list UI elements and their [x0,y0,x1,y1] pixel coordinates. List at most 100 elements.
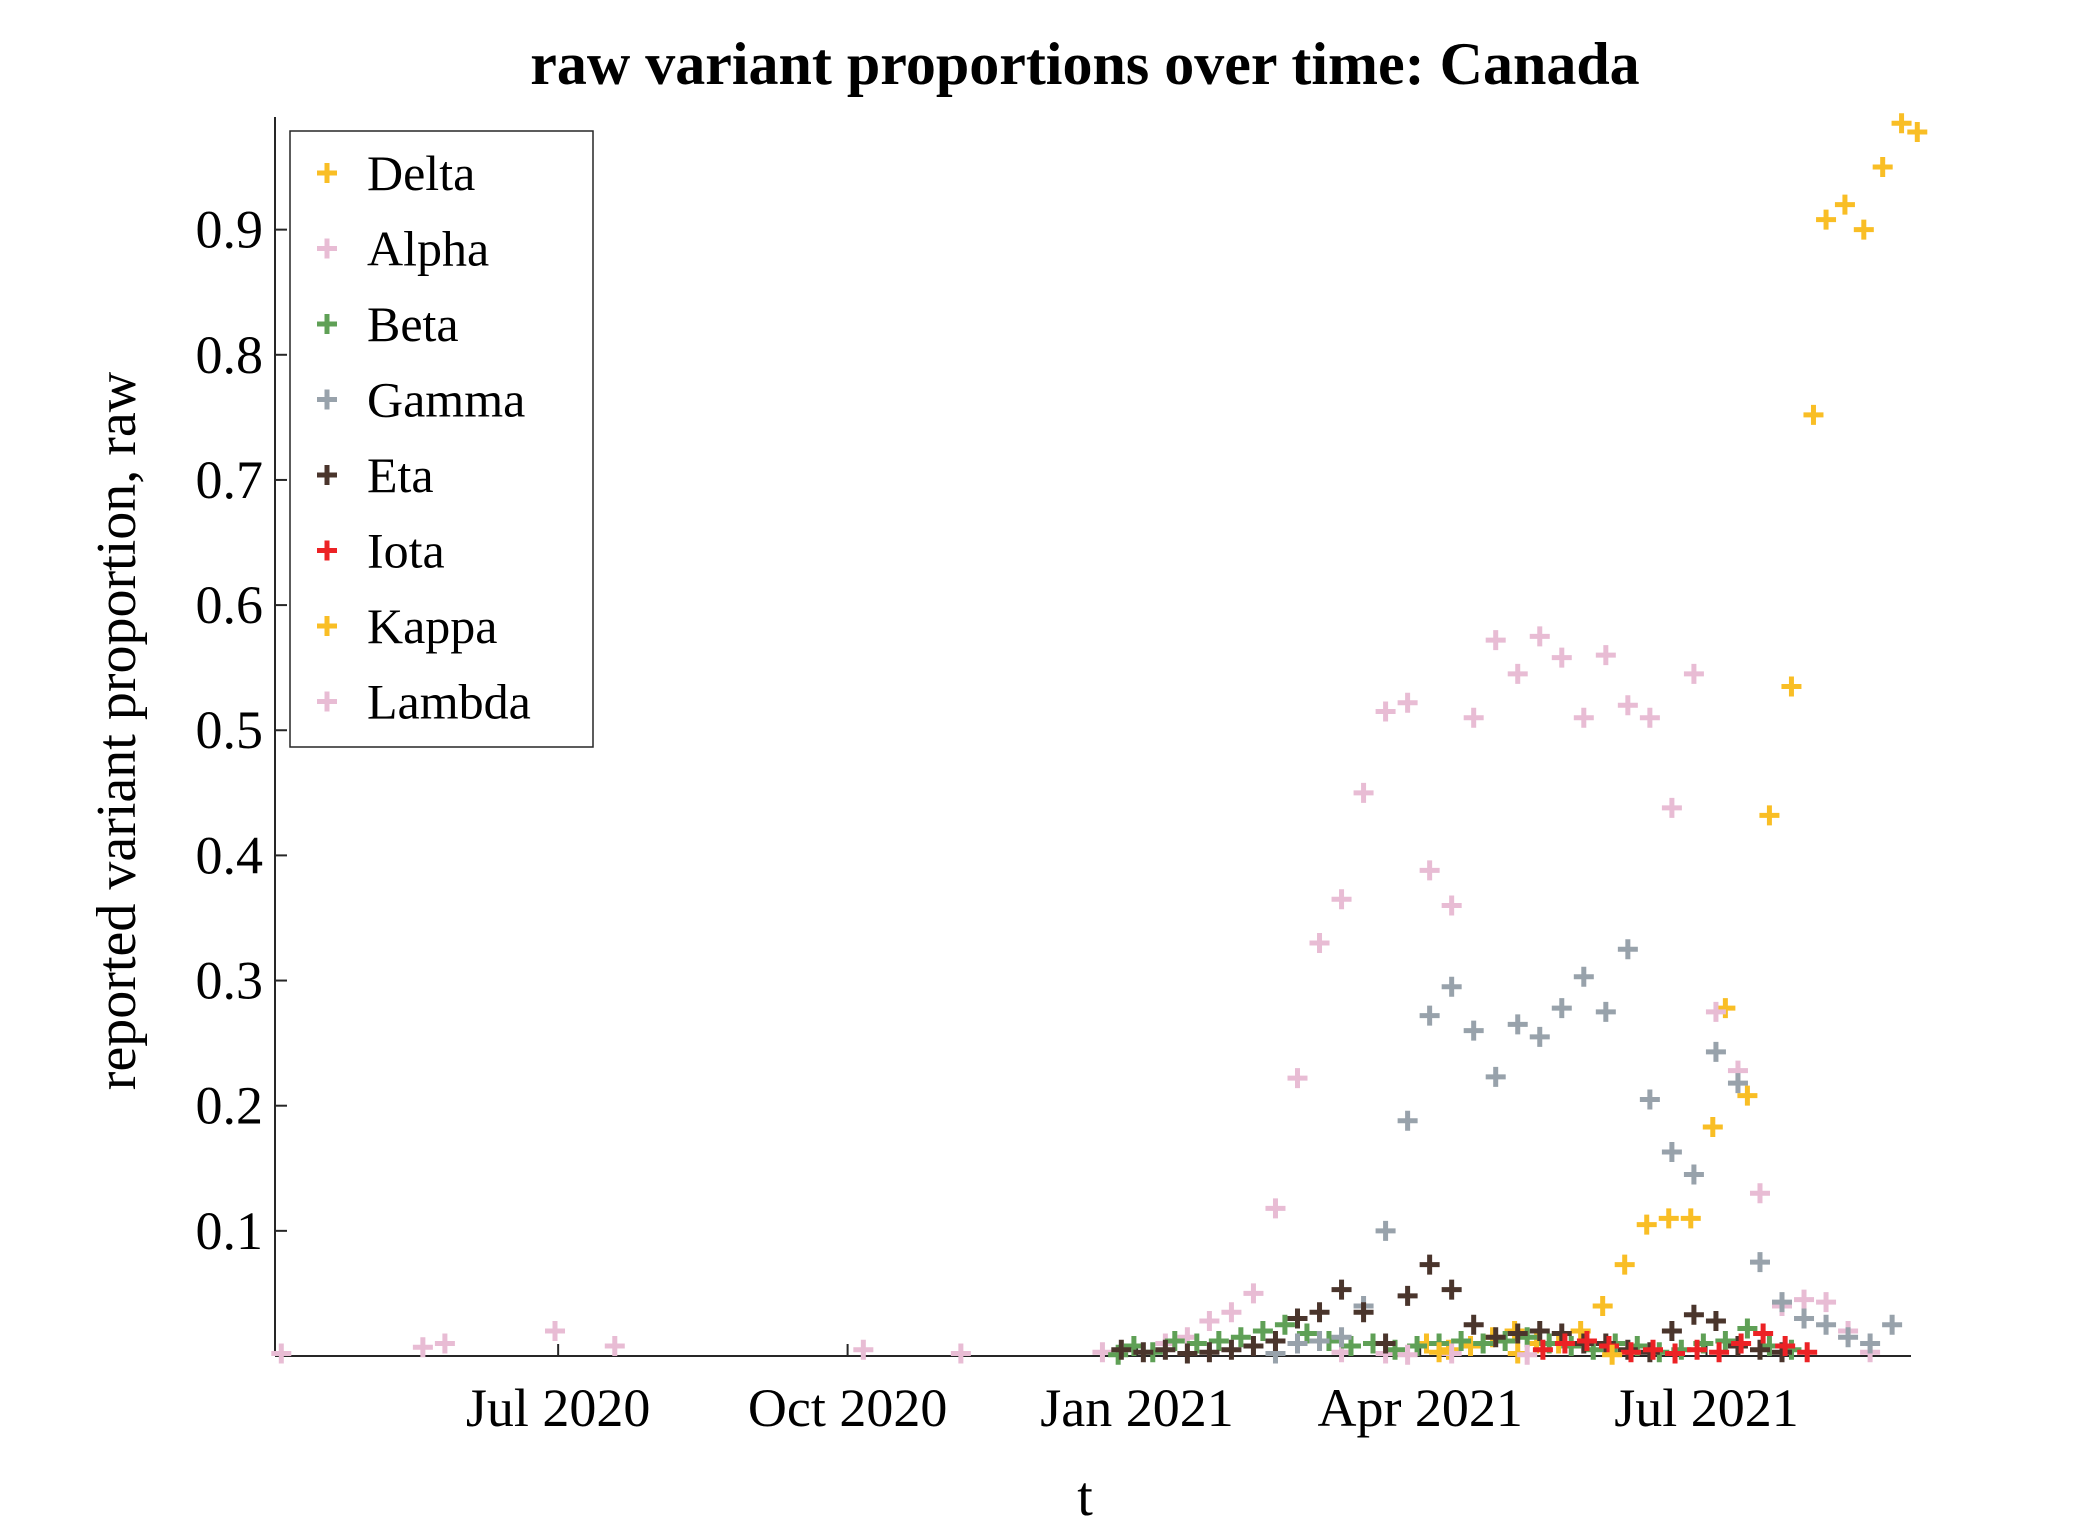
data-point [1639,1342,1660,1363]
legend-marker [317,691,337,712]
legend-box [289,130,594,748]
data-point [1715,998,1736,1019]
data-point [1570,1320,1591,1341]
data-point [1441,1279,1462,1300]
data-point [271,1343,292,1364]
data-point [1309,933,1330,953]
data-point [1252,1320,1273,1341]
y-tick-label: 0.8 [196,325,264,385]
data-point [545,1320,566,1341]
data-point [1573,707,1594,728]
data-point [1891,113,1912,134]
data-point [1133,1342,1154,1363]
data-point [1617,939,1638,960]
data-point [1309,1330,1330,1351]
data-points [271,113,1928,1365]
data-point [1375,1333,1396,1354]
data-point [1199,1342,1220,1363]
legend-item-kappa: Kappa [317,598,498,654]
data-point [1551,647,1572,668]
data-point [1419,1005,1440,1026]
data-point [1803,404,1824,425]
data-point [1463,707,1484,728]
legend-item-delta: Delta [317,145,475,201]
data-point [1816,1314,1837,1335]
y-tick-label: 0.3 [196,951,264,1011]
legend-label: Gamma [367,372,525,428]
legend-label: Eta [367,447,434,503]
legend-item-eta: Eta [317,447,434,503]
data-point [434,1333,455,1354]
data-point [1485,630,1506,651]
data-point [1872,157,1893,178]
data-point [1614,1254,1635,1275]
data-point [1265,1330,1286,1351]
data-point [1331,1279,1352,1300]
data-point [1554,1333,1575,1354]
data-point [412,1337,433,1358]
data-point [1375,701,1396,722]
data-point [1331,1327,1352,1348]
data-point [1715,1330,1736,1351]
data-point [1602,1344,1623,1365]
data-point [1274,1314,1295,1335]
data-point [1397,1285,1418,1306]
data-point [1551,1323,1572,1344]
data-point [1309,1302,1330,1323]
data-point [1419,1254,1440,1275]
data-point [1507,1014,1528,1035]
data-point [1199,1310,1220,1331]
data-point [1617,1339,1638,1360]
data-point [604,1335,625,1356]
legend-marker [317,389,337,410]
data-point [1507,663,1528,684]
data-point [1595,645,1616,666]
series-delta [1416,113,1928,1360]
data-point [1661,1320,1682,1341]
legend-item-gamma: Gamma [317,372,525,428]
legend-label: Lambda [367,674,531,730]
x-axis-label: t [1077,1466,1093,1528]
data-point [1463,1020,1484,1041]
data-point [1853,219,1874,240]
data-point [1759,805,1780,826]
data-point [1495,1330,1516,1351]
data-point [1727,1073,1748,1094]
legend-label: Alpha [367,221,489,277]
data-point [1529,626,1550,647]
data-point [950,1343,971,1364]
x-tick-label: Jul 2021 [1614,1378,1799,1438]
data-point [1092,1342,1113,1363]
data-point [1705,1041,1726,1062]
data-point [1737,1085,1758,1106]
y-axis-label: reported variant proportion, raw [86,371,148,1090]
y-tick-label: 0.4 [196,825,264,885]
data-point [1463,1314,1484,1335]
data-point [1781,676,1802,697]
data-point [1643,1339,1664,1360]
data-point [1353,1302,1374,1323]
data-point [1705,1310,1726,1331]
data-point [1243,1335,1264,1356]
data-point [1529,1320,1550,1341]
y-tick-label: 0.2 [196,1076,264,1136]
data-point [1485,1327,1506,1348]
data-point [1177,1343,1198,1364]
data-point [1687,1339,1708,1360]
legend-marker [317,540,337,561]
data-point [1576,1330,1597,1351]
data-point [1834,194,1855,215]
data-point [1749,1252,1770,1273]
data-point [1749,1339,1770,1360]
data-point [1705,1001,1726,1022]
legend-marker [317,163,337,183]
data-point [1287,1308,1308,1329]
data-point [1441,976,1462,997]
data-point [1683,1164,1704,1185]
legend-item-iota: Iota [317,523,445,579]
legend-item-lambda: Lambda [317,674,531,730]
data-point [1397,1110,1418,1131]
data-point [1749,1183,1770,1204]
data-point [1702,1116,1723,1137]
